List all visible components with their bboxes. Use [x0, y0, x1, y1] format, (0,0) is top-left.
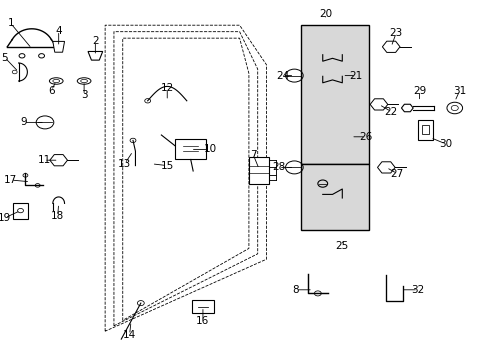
Circle shape [446, 102, 462, 114]
Text: 3: 3 [81, 90, 87, 100]
Text: 16: 16 [196, 316, 209, 326]
Bar [300, 164, 368, 230]
Text: 20: 20 [319, 9, 331, 19]
Polygon shape [369, 99, 387, 110]
Text: 17: 17 [4, 175, 18, 185]
Text: 6: 6 [48, 86, 55, 96]
Text: 13: 13 [118, 159, 131, 169]
Text: 10: 10 [203, 144, 216, 154]
Text: 2: 2 [92, 36, 99, 46]
Bar [249, 157, 268, 184]
Text: 31: 31 [452, 86, 466, 96]
Bar [175, 139, 206, 159]
Polygon shape [88, 51, 102, 60]
Bar [421, 125, 428, 134]
Text: 32: 32 [410, 285, 424, 295]
Bar [300, 25, 368, 164]
Polygon shape [53, 41, 64, 52]
Text: 11: 11 [37, 155, 51, 165]
Text: 14: 14 [122, 330, 136, 340]
Text: 27: 27 [389, 168, 403, 179]
Text: 15: 15 [160, 161, 174, 171]
Text: 9: 9 [20, 117, 27, 127]
Text: 24: 24 [275, 71, 289, 81]
Text: 8: 8 [292, 285, 299, 295]
Text: 23: 23 [388, 28, 402, 38]
Text: 22: 22 [384, 107, 397, 117]
Text: 7: 7 [249, 150, 256, 160]
Text: 18: 18 [51, 211, 64, 221]
Text: 4: 4 [55, 26, 62, 36]
Text: 21: 21 [348, 71, 362, 81]
Bar [13, 203, 28, 219]
Text: 26: 26 [358, 132, 372, 142]
Text: 25: 25 [335, 240, 348, 251]
Text: 19: 19 [0, 213, 12, 223]
Polygon shape [401, 104, 412, 112]
Text: 12: 12 [160, 83, 174, 93]
Text: 30: 30 [439, 139, 451, 149]
Bar [417, 120, 432, 140]
Text: 5: 5 [1, 53, 8, 63]
Text: 28: 28 [271, 162, 285, 172]
Polygon shape [382, 41, 399, 53]
Text: 29: 29 [412, 86, 426, 96]
Polygon shape [377, 162, 394, 173]
Bar [192, 300, 213, 313]
Polygon shape [50, 154, 67, 166]
Text: 1: 1 [7, 18, 14, 28]
